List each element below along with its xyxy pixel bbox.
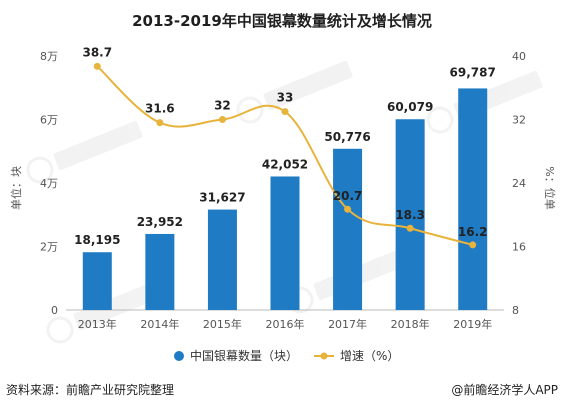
x-tick-label: 2014年 — [140, 317, 179, 331]
bar — [395, 119, 425, 310]
y-tick-label: 4万 — [40, 177, 58, 190]
rate-point — [156, 119, 164, 127]
x-tick-label: 2015年 — [203, 317, 242, 331]
bar-value-label: 23,952 — [137, 215, 183, 229]
bar — [145, 233, 175, 310]
data-labels: 18,195 23,952 31,627 42,052 50,776 60,079 69,7… — [74, 45, 496, 247]
bar — [270, 176, 300, 310]
rate-point — [469, 241, 477, 249]
chart-title: 2013-2019年中国银幕数量统计及增长情况 — [132, 12, 432, 30]
x-tick-label: 2017年 — [328, 317, 367, 331]
axes: 0 2万 4万 6万 8万 8 16 24 32 40 2013年 2014年 2015年 2016年 20… — [40, 50, 526, 331]
watermark-layer — [26, 60, 543, 344]
bar — [458, 88, 488, 311]
rate-point — [218, 116, 226, 123]
bar-value-label: 42,052 — [262, 157, 308, 171]
rate-value-label: 33 — [277, 91, 294, 105]
brand-note: @前瞻经济学人APP — [451, 382, 558, 397]
bar-value-label: 31,627 — [199, 191, 245, 205]
bar-value-label: 69,787 — [450, 65, 496, 79]
watermark-mark — [46, 280, 163, 344]
bar-value-label: 60,079 — [387, 100, 433, 114]
y-tick-label: 2万 — [40, 241, 58, 254]
watermark-mark — [26, 120, 143, 184]
legend-line-label: 增速（%） — [340, 349, 399, 363]
y2-tick-label: 32 — [512, 114, 526, 127]
bar — [333, 148, 363, 310]
legend: 中国银幕数量（块） 增速（%） — [174, 348, 399, 363]
y-tick-label: 8万 — [40, 50, 58, 63]
legend-bar-label: 中国银幕数量（块） — [190, 348, 298, 363]
x-tick-label: 2016年 — [266, 317, 305, 331]
y2-tick-label: 40 — [512, 50, 526, 63]
y-tick-label: 0 — [51, 304, 58, 317]
rate-value-label: 20.7 — [333, 189, 363, 203]
legend-line-marker-dot — [320, 352, 328, 360]
watermark-mark — [236, 60, 353, 124]
bar-value-label: 18,195 — [74, 233, 120, 247]
rate-value-label: 18.3 — [395, 208, 425, 222]
y-tick-label: 6万 — [40, 114, 58, 127]
watermark-logo-ring — [46, 316, 74, 344]
x-tick-label: 2018年 — [391, 317, 430, 331]
y2-tick-label: 16 — [512, 241, 526, 254]
bar-series — [82, 88, 488, 311]
watermark-logo-bar — [53, 120, 143, 171]
watermark-logo-ring — [426, 106, 454, 134]
rate-value-label: 38.7 — [82, 45, 112, 59]
y-axis-label: 单位：块 — [9, 166, 23, 210]
rate-point — [406, 224, 414, 232]
legend-bar-marker — [174, 351, 184, 361]
rate-value-label: 16.2 — [458, 225, 488, 239]
watermark-logo-bar — [263, 60, 353, 111]
source-note: 资料来源：前瞻产业研究院整理 — [6, 382, 174, 397]
y2-axis-label: %：位单 — [543, 166, 557, 209]
x-tick-label: 2013年 — [78, 317, 117, 331]
bar — [207, 209, 237, 310]
rate-point — [93, 62, 101, 70]
bar — [82, 252, 112, 310]
y2-tick-label: 8 — [512, 304, 519, 317]
watermark-logo-ring — [26, 156, 54, 184]
watermark-logo-bar — [73, 280, 163, 331]
y2-tick-label: 24 — [512, 177, 526, 190]
rate-value-label: 31.6 — [145, 102, 175, 116]
x-tick-label: 2019年 — [453, 317, 492, 331]
rate-point — [344, 205, 352, 213]
rate-value-label: 32 — [214, 99, 231, 113]
rate-point — [281, 108, 289, 116]
line-series — [93, 62, 477, 249]
bar-value-label: 50,776 — [324, 130, 370, 144]
